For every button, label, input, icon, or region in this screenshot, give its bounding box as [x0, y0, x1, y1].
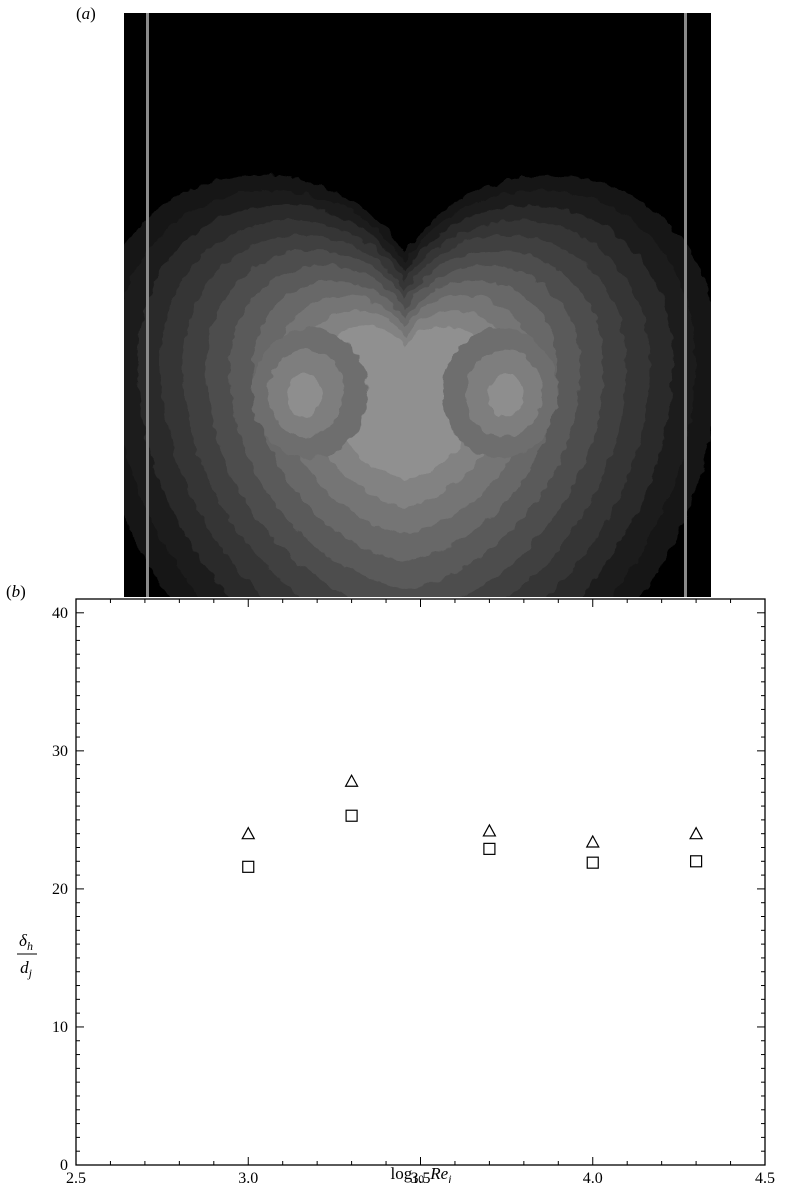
square-marker [689, 855, 703, 868]
x-tick-label: 4.0 [583, 1170, 603, 1183]
y-tick-label: 10 [52, 1019, 68, 1036]
x-tick-label: 3.0 [238, 1170, 258, 1183]
left-boundary-line [146, 13, 149, 597]
contour-image [124, 13, 711, 597]
square-marker [586, 856, 599, 869]
svg-text:dj: dj [20, 958, 33, 980]
x-tick-label: 2.5 [66, 1170, 86, 1183]
square-marker [345, 809, 358, 822]
axis-ticks [75, 598, 766, 1166]
y-tick-label: 30 [52, 743, 68, 760]
square-marker [242, 860, 255, 873]
panel-b-label: (b) [6, 582, 26, 601]
axis-tick-labels: 2.5 3.0 3.5 4.0 4.5 0 10 20 30 40 [52, 605, 775, 1183]
triangle-marker [241, 826, 256, 840]
panel-a-label: (a) [76, 4, 96, 23]
triangle-marker [482, 823, 497, 837]
svg-text:δh: δh [19, 931, 33, 953]
contour-lobe [286, 373, 322, 417]
plot-frame [75, 598, 766, 1166]
scatter-chart: 2.5 3.0 3.5 4.0 4.5 0 10 20 30 40 log10 Rej δh dj [17, 598, 775, 1183]
contour-lobe [488, 373, 524, 417]
x-tick-label: 4.5 [755, 1170, 775, 1183]
y-tick-label: 0 [60, 1157, 68, 1174]
triangle-marker [585, 834, 600, 848]
right-boundary-line [684, 13, 687, 597]
triangle-marker [689, 826, 704, 840]
square-marker [483, 842, 496, 855]
triangle-marker [344, 773, 359, 787]
x-axis-label: log10 Rej [390, 1164, 452, 1183]
y-tick-label: 40 [52, 605, 68, 622]
y-axis-label: δh dj [17, 931, 37, 980]
y-tick-label: 20 [52, 881, 68, 898]
data-markers [241, 773, 704, 873]
x-tick-label: 3.5 [411, 1170, 431, 1183]
